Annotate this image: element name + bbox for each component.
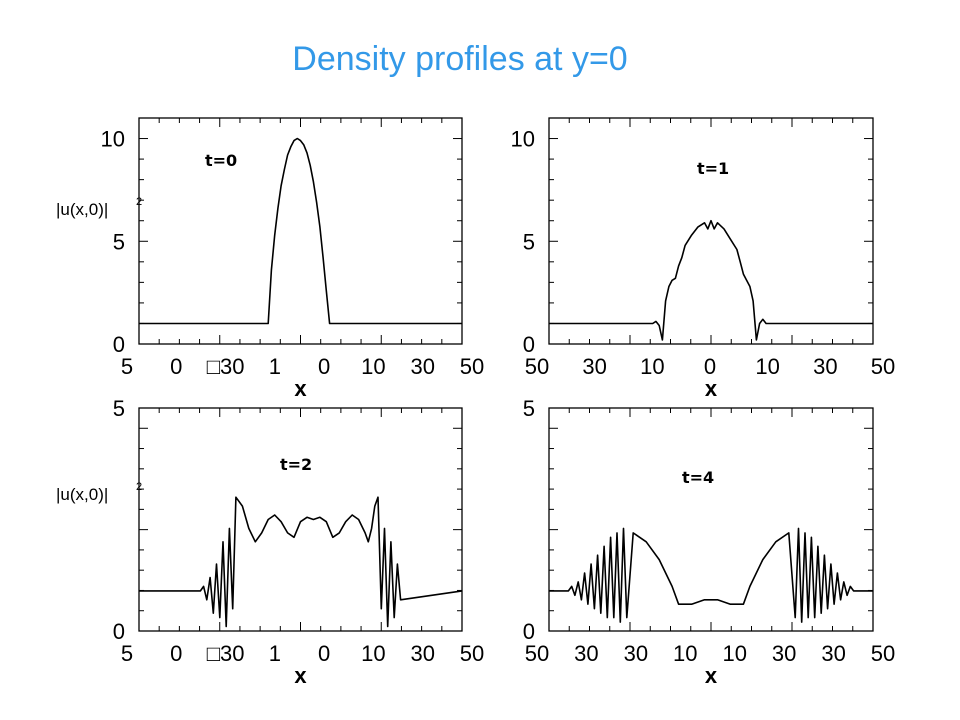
x-tick-label: 30: [821, 641, 845, 666]
panel-time-label: t=1: [697, 159, 729, 178]
x-tick-label: 30: [574, 641, 598, 666]
y-axis-label-superscript: 2: [136, 196, 142, 208]
x-tick-label: 30: [410, 354, 434, 379]
x-axis-label: x: [294, 663, 307, 688]
x-tick-label: 50: [871, 641, 895, 666]
x-tick-label: 50: [525, 354, 549, 379]
x-tick-label: 0: [170, 354, 182, 379]
y-tick-label: 0: [523, 332, 535, 357]
x-tick-label: □30: [207, 354, 245, 379]
panel-t4: 0 5 50 30 30 10 10 30 30 50 x t=4: [523, 396, 895, 688]
x-tick-label: 1: [269, 641, 281, 666]
plot-frame: [548, 117, 874, 345]
density-curve: [549, 219, 873, 341]
x-axis-label: x: [705, 376, 718, 401]
y-tick-label: 5: [113, 229, 125, 254]
x-tick-label: □30: [207, 641, 245, 666]
panel-time-label: t=2: [280, 455, 312, 474]
density-curve: [139, 496, 463, 628]
y-tick-label: 0: [113, 332, 125, 357]
x-tick-label: 0: [170, 641, 182, 666]
y-tick-label: 0: [113, 619, 125, 644]
x-tick-label: 5: [121, 354, 133, 379]
plot-frame: [138, 117, 463, 345]
y-tick-label: 5: [113, 396, 125, 421]
panel-t1: 0 5 10 50 30 10 0 10 30 50 x t=1: [511, 117, 895, 401]
page-title: Density profiles at y=0: [292, 40, 628, 78]
x-tick-label: 10: [640, 354, 664, 379]
x-tick-label: 10: [361, 641, 385, 666]
x-tick-label: 10: [755, 354, 779, 379]
x-tick-label: 0: [318, 354, 330, 379]
x-tick-label: 50: [871, 354, 895, 379]
x-tick-label: 50: [525, 641, 549, 666]
x-tick-label: 10: [722, 641, 746, 666]
y-axis-label-superscript: 2: [136, 481, 142, 493]
x-tick-label: 50: [460, 641, 484, 666]
y-tick-label: 0: [523, 619, 535, 644]
density-curve: [549, 527, 873, 623]
plot-frame: [548, 407, 874, 632]
y-tick-label: 5: [523, 396, 535, 421]
x-tick-label: 0: [318, 641, 330, 666]
y-tick-label: 10: [101, 127, 125, 152]
x-tick-label: 1: [269, 354, 281, 379]
x-tick-label: 10: [361, 354, 385, 379]
x-tick-label: 30: [582, 354, 606, 379]
x-tick-label: 50: [460, 354, 484, 379]
x-tick-label: 10: [673, 641, 697, 666]
panel-time-label: t=4: [682, 468, 714, 487]
x-tick-label: 0: [704, 354, 716, 379]
panel-time-label: t=0: [205, 151, 237, 170]
x-tick-label: 30: [813, 354, 837, 379]
x-tick-label: 30: [772, 641, 796, 666]
x-axis-label: x: [294, 376, 307, 401]
y-tick-label: 5: [523, 229, 535, 254]
y-axis-label: |u(x,0)|: [56, 200, 108, 219]
density-curve: [139, 137, 462, 325]
y-tick-label: 10: [511, 127, 535, 152]
x-tick-label: 30: [624, 641, 648, 666]
x-tick-label: 30: [410, 641, 434, 666]
y-axis-label: |u(x,0)|: [56, 485, 108, 504]
x-tick-label: 5: [121, 641, 133, 666]
x-axis-label: x: [705, 663, 718, 688]
